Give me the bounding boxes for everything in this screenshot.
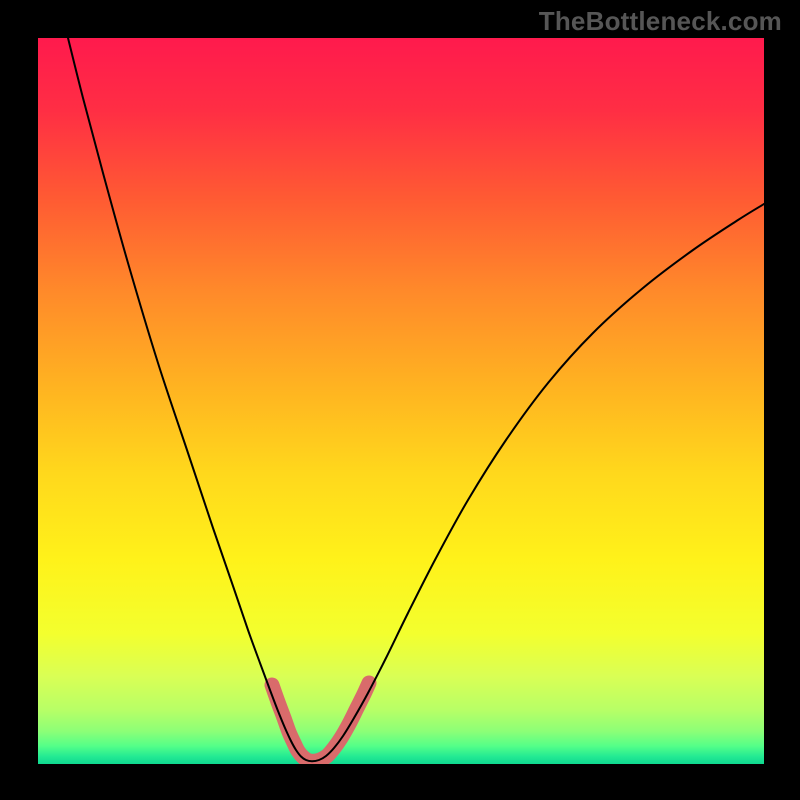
watermark-text: TheBottleneck.com (539, 6, 782, 37)
plot-area (38, 38, 764, 764)
plot-svg (38, 38, 764, 764)
gradient-background (38, 38, 764, 764)
